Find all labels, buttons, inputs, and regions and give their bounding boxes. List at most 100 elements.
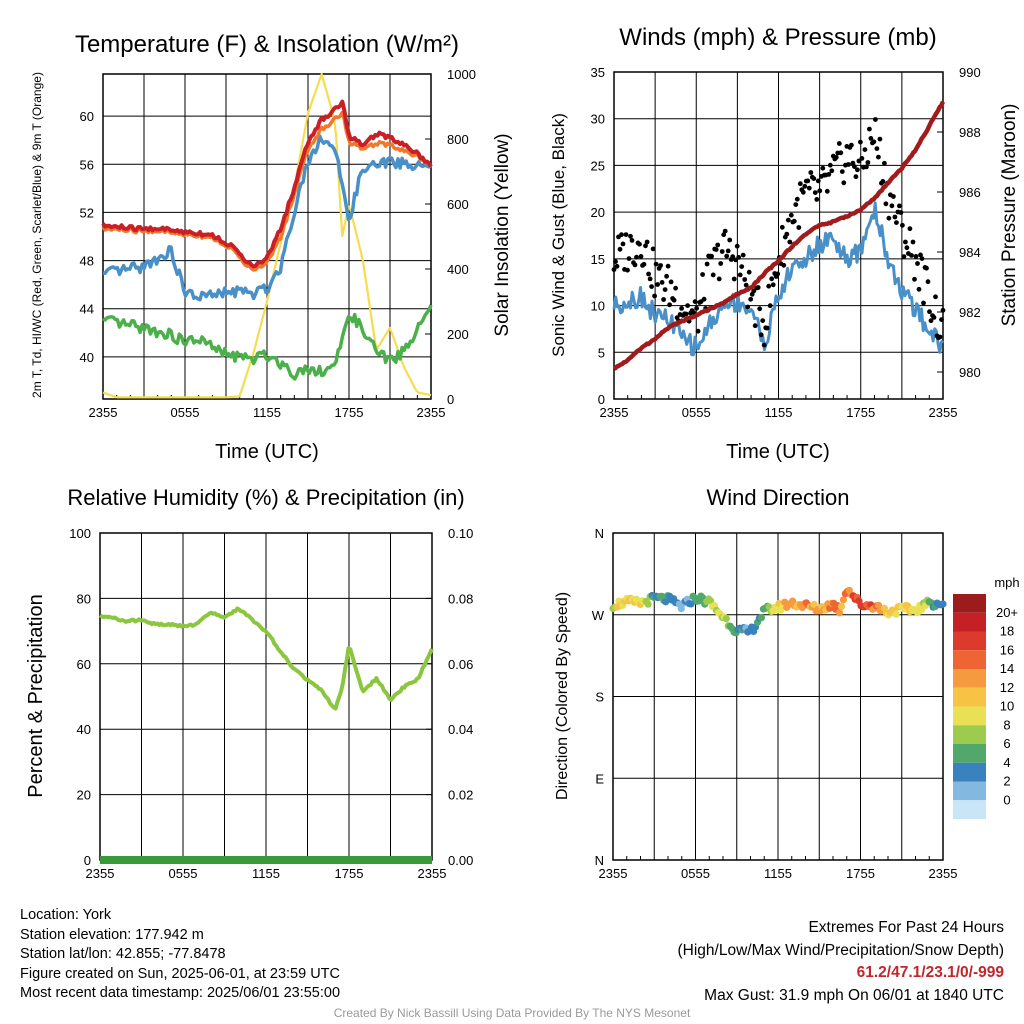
wind-gust-point	[661, 297, 666, 302]
wind-gust-point	[679, 306, 684, 311]
colorbar-label-2: 16	[1000, 642, 1014, 657]
wind-gust-point	[755, 285, 761, 290]
wind-gust-point	[718, 261, 724, 266]
wind-ytick-left-7: 35	[591, 65, 605, 80]
rh-ytick-right-0: 0.00	[448, 853, 473, 868]
wind-gust-point	[900, 222, 905, 228]
rh-ytick-right-4: 0.08	[448, 591, 473, 606]
extremes-fields: (High/Low/Max Wind/Precipitation/Snow De…	[677, 941, 1005, 959]
wind-gust-point	[652, 293, 657, 299]
wind-xlabel: Time (UTC)	[726, 441, 830, 463]
colorbar-box	[953, 594, 986, 613]
wind-gust-point	[736, 255, 742, 260]
wind-gust-point	[734, 243, 740, 249]
wind-gust-point	[815, 178, 821, 184]
wind-gust-point	[761, 342, 767, 348]
wind-gust-point	[775, 271, 781, 277]
dir-point	[687, 600, 695, 608]
wind-gust-point	[671, 297, 677, 303]
temp-ytick-right-4: 800	[447, 132, 469, 147]
wind-gust-point	[646, 271, 651, 277]
rh-ytick-left-1: 20	[77, 788, 91, 803]
wind-gust-point	[873, 117, 878, 122]
wind-gust-point	[871, 139, 877, 145]
wind-gust-point	[731, 276, 737, 282]
colorbar-label-4: 12	[1000, 680, 1014, 695]
wind-gust-point	[883, 201, 889, 207]
wind-gust-point	[745, 304, 751, 310]
wind-gust-point	[915, 261, 920, 266]
colorbar-box	[953, 631, 986, 651]
wind-ytick-right-0: 980	[959, 365, 981, 380]
wind-gust-point	[710, 272, 716, 278]
wind-gust-point	[800, 189, 806, 195]
wind-gust-point	[939, 317, 944, 322]
wind-gust-point	[764, 325, 770, 331]
wind-gust-point	[805, 178, 811, 184]
wind-ytick-left-4: 20	[591, 205, 605, 220]
dir-ytick-left-2: S	[595, 690, 604, 705]
wind-gust-point	[638, 254, 644, 259]
wind-gust-point	[916, 286, 922, 292]
wind-gust-point	[787, 239, 793, 245]
wind-gust-point	[865, 160, 871, 165]
wind-gust-point	[846, 162, 851, 167]
wind-gust-point	[770, 282, 776, 288]
wind-series-station-pressure	[613, 100, 946, 371]
wind-gust-point	[931, 315, 937, 320]
temp-xtick-2: 1155	[253, 405, 281, 420]
wind-gust-point	[859, 156, 865, 161]
wind-gust-point	[665, 263, 671, 269]
temp-panel-title: Temperature (F) & Insolation (W/m²)	[75, 31, 459, 58]
wind-gust-point	[628, 233, 633, 239]
colorbar-label-7: 6	[1003, 736, 1010, 751]
wind-gust-point	[867, 126, 872, 132]
wind-gust-point	[619, 232, 624, 238]
wind-gust-point	[769, 276, 775, 282]
wind-gust-point	[662, 287, 668, 292]
colorbar-box	[953, 744, 986, 763]
wind-gust-point	[664, 273, 669, 279]
colorbar-title: mph	[994, 575, 1019, 590]
wind-gust-point	[855, 167, 860, 173]
dir-xtick-2: 1155	[764, 866, 792, 881]
wind-gust-point	[650, 246, 656, 252]
wind-gust-point	[632, 262, 638, 268]
dir-point	[644, 600, 652, 608]
wind-gust-point	[742, 277, 748, 282]
rh-ytick-right-2: 0.04	[448, 722, 473, 737]
colorbar-label-0: 20+	[996, 605, 1018, 620]
dir-point	[722, 615, 730, 623]
wind-gust-point	[692, 299, 698, 304]
wind-gust-point	[820, 165, 826, 171]
wind-gust-point	[852, 164, 857, 170]
wind-gust-point	[838, 150, 844, 156]
wind-gust-point	[724, 253, 730, 259]
wind-gust-point	[637, 241, 642, 247]
temp-ytick-right-5: 1000	[447, 67, 476, 82]
wind-gust-point	[715, 242, 721, 248]
rh-ytick-right-1: 0.02	[448, 788, 473, 803]
colorbar-box	[953, 650, 986, 669]
wind-ytick-left-3: 15	[591, 252, 605, 267]
rh-ytick-right-5: 0.10	[448, 526, 473, 541]
extremes-title: Extremes For Past 24 Hours	[808, 919, 1004, 936]
wind-gust-point	[784, 231, 790, 237]
wind-gust-point	[779, 224, 785, 230]
wind-gust-point	[700, 272, 705, 277]
wind-gust-point	[909, 253, 914, 258]
rh-ytick-right-3: 0.06	[448, 657, 473, 672]
recent-timestamp: Most recent data timestamp: 2025/06/01 2…	[20, 985, 341, 1001]
temp-xtick-3: 1755	[335, 405, 364, 420]
dir-point	[892, 610, 900, 618]
wind-gust-point	[891, 194, 896, 199]
wind-gust-point	[829, 168, 835, 174]
dir-point	[835, 609, 844, 617]
wind-gust-point	[695, 328, 701, 334]
wind-gust-point	[889, 203, 895, 209]
dir-point	[662, 598, 670, 606]
wind-gust-point	[713, 247, 719, 253]
wind-ytick-right-3: 986	[959, 185, 981, 200]
dir-panel-title: Wind Direction	[706, 485, 849, 510]
wind-gust-point	[760, 318, 766, 323]
